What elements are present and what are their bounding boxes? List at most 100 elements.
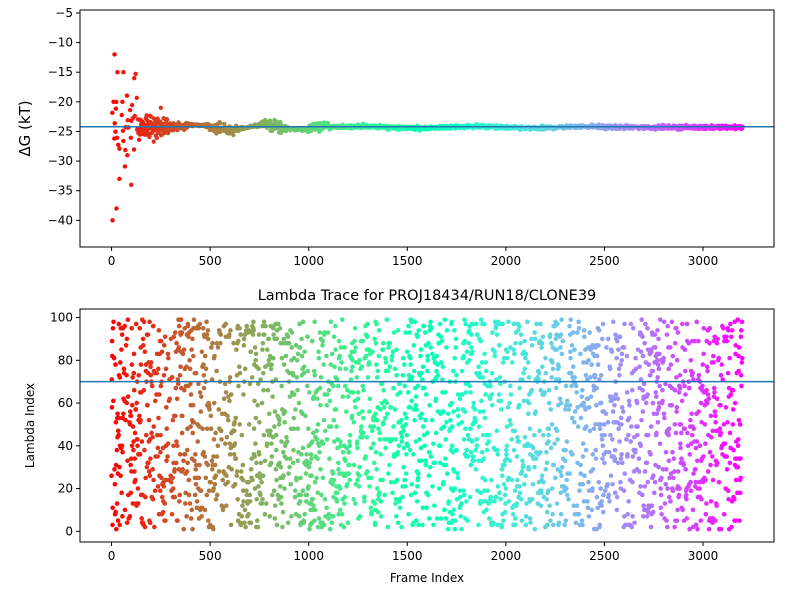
lambda-point <box>636 469 642 474</box>
lambda-point <box>645 392 650 397</box>
lambda-point <box>580 481 586 487</box>
lambda-point <box>436 340 441 346</box>
lambda-point <box>693 479 699 485</box>
lambda-point <box>640 387 645 393</box>
lambda-point <box>374 375 380 380</box>
lambda-point <box>161 484 167 489</box>
lambda-point <box>539 345 544 350</box>
lambda-point <box>630 325 636 331</box>
lambda-point <box>624 390 630 395</box>
lambda-point <box>403 330 409 335</box>
lambda-point <box>197 390 203 395</box>
lambda-point <box>656 464 661 470</box>
lambda-point <box>145 402 150 408</box>
delta-g-point <box>113 129 118 134</box>
lambda-point <box>664 332 670 337</box>
lambda-point <box>449 443 455 449</box>
lambda-point <box>569 383 574 389</box>
lambda-point <box>365 375 371 380</box>
lambda-point <box>441 409 446 414</box>
lambda-point <box>284 439 290 444</box>
lambda-point <box>523 473 528 479</box>
lambda-point <box>120 514 125 519</box>
lambda-point <box>732 400 738 406</box>
lambda-point <box>109 377 115 382</box>
lambda-point <box>381 419 386 425</box>
lambda-point <box>554 428 560 434</box>
lambda-point <box>347 462 352 468</box>
lambda-point <box>116 321 122 327</box>
lambda-point <box>453 345 459 350</box>
lambda-point <box>294 477 299 483</box>
lambda-point <box>683 392 688 397</box>
lambda-point <box>512 488 518 493</box>
lambda-point <box>697 486 702 491</box>
lambda-point <box>710 353 716 359</box>
lambda-point <box>469 332 474 337</box>
lambda-point <box>646 362 652 367</box>
lambda-point <box>505 349 510 355</box>
lambda-point <box>256 366 261 372</box>
lambda-point <box>465 518 470 523</box>
lambda-point <box>279 340 285 346</box>
lambda-point <box>156 328 162 333</box>
lambda-point <box>196 381 201 387</box>
lambda-point <box>610 481 615 487</box>
lambda-point <box>423 462 429 468</box>
lambda-point <box>445 471 450 476</box>
lambda-point <box>132 430 138 436</box>
lambda-point <box>252 454 257 459</box>
delta-g-point <box>114 135 120 141</box>
lambda-point <box>628 439 633 444</box>
lambda-point <box>427 516 432 521</box>
lambda-point <box>180 351 186 357</box>
lambda-point <box>669 319 675 325</box>
lambda-point <box>618 415 624 421</box>
lambda-point <box>130 501 136 506</box>
lambda-point <box>264 501 269 506</box>
lambda-point <box>144 464 150 470</box>
lambda-point <box>147 520 153 526</box>
lambda-point <box>205 336 211 342</box>
lambda-point <box>403 452 409 457</box>
lambda-point <box>581 499 587 504</box>
y-tick-label: 80 <box>58 353 73 367</box>
lambda-point <box>601 492 606 498</box>
lambda-point <box>244 488 249 493</box>
lambda-point <box>317 449 322 455</box>
lambda-point <box>205 462 211 468</box>
lambda-point <box>364 434 370 440</box>
lambda-point <box>306 464 312 470</box>
lambda-point <box>355 445 360 451</box>
lambda-point <box>129 362 135 367</box>
lambda-point <box>328 362 334 367</box>
lambda-point <box>463 321 468 327</box>
lambda-point <box>416 471 421 476</box>
lambda-point <box>408 355 413 361</box>
lambda-point <box>575 424 581 429</box>
lambda-point <box>551 522 556 528</box>
lambda-point <box>706 396 712 402</box>
lambda-point <box>463 426 468 432</box>
lambda-point <box>320 338 326 344</box>
lambda-point <box>593 422 598 427</box>
lambda-point <box>678 441 683 446</box>
lambda-point <box>529 496 535 502</box>
lambda-point <box>247 499 253 504</box>
lambda-point <box>418 347 424 352</box>
lambda-point <box>696 409 701 414</box>
lambda-point <box>501 481 507 487</box>
lambda-point <box>190 402 196 408</box>
lambda-point <box>614 355 619 361</box>
lambda-point <box>200 426 205 432</box>
lambda-point <box>459 526 464 532</box>
lambda-point <box>505 405 511 410</box>
lambda-point <box>617 334 623 340</box>
lambda-point <box>479 449 485 455</box>
lambda-point <box>736 353 741 359</box>
lambda-point <box>616 426 621 432</box>
lambda-point <box>359 409 365 414</box>
lambda-point <box>212 353 217 359</box>
lambda-point <box>562 458 568 464</box>
lambda-point <box>558 345 563 350</box>
